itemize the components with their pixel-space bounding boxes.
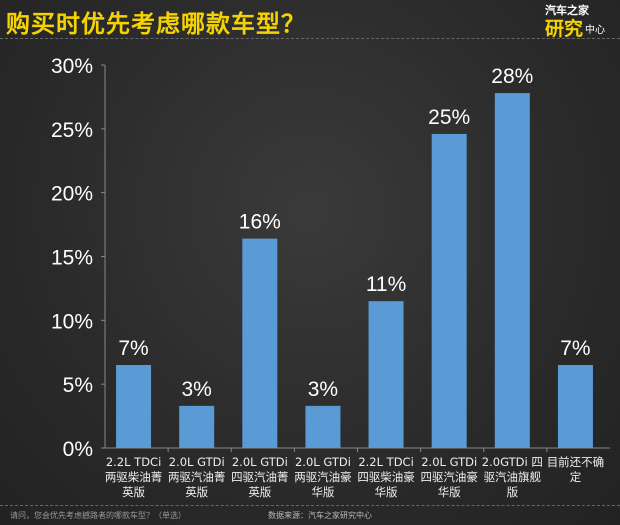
bar	[116, 365, 152, 448]
y-tick-label: 30%	[51, 55, 93, 78]
x-tick-label: 华版	[375, 485, 398, 499]
x-tick-label: 四驱柴油豪	[357, 470, 415, 484]
data-label: 3%	[308, 378, 338, 401]
y-tick-label: 10%	[51, 310, 93, 333]
bar	[305, 405, 341, 448]
data-label: 7%	[118, 337, 148, 360]
logo-line2: 研究	[545, 18, 584, 40]
bar	[368, 301, 404, 448]
x-tick-label: 英版	[185, 485, 208, 499]
bar-chart: 0%5%10%15%20%25%30%7%2.2L TDCi两驱柴油菁英版3%2…	[51, 55, 610, 499]
divider-bottom	[0, 505, 620, 506]
x-tick-label: 2.0L GTDi	[295, 455, 351, 469]
divider-top	[0, 38, 620, 39]
x-tick-label: 两驱汽油菁	[168, 470, 226, 484]
x-tick-label: 2.2L TDCi	[358, 455, 413, 469]
footer-question: 请问，您会优先考虑撼路者的哪款车型？（单选）	[10, 511, 186, 520]
logo-line1: 汽车之家	[545, 4, 589, 17]
y-tick-label: 15%	[51, 247, 93, 270]
x-tick-label: 华版	[311, 485, 334, 499]
x-tick-label: 2.0GTDi 四	[482, 455, 543, 469]
x-tick-label: 四驱汽油豪	[420, 470, 478, 484]
x-tick-label: 2.0L GTDi	[169, 455, 225, 469]
chart-title: 购买时优先考虑哪款车型？	[6, 10, 306, 38]
x-tick-label: 2.0L GTDi	[421, 455, 477, 469]
x-tick-label: 目前还不确	[547, 455, 605, 469]
logo-line3: 中心	[585, 25, 605, 36]
data-label: 7%	[560, 337, 590, 360]
bar	[242, 238, 278, 448]
x-tick-label: 2.2L TDCi	[106, 455, 161, 469]
x-tick-label: 英版	[122, 485, 145, 499]
x-tick-label: 定	[570, 470, 582, 484]
y-tick-label: 0%	[63, 438, 93, 461]
logo: 汽车之家 研究 中心	[545, 2, 617, 40]
x-tick-label: 两驱汽油豪	[294, 470, 352, 484]
x-tick-label: 2.0L GTDi	[232, 455, 288, 469]
bar	[494, 93, 530, 448]
x-tick-label: 四驱汽油菁	[231, 470, 289, 484]
bar	[557, 365, 593, 448]
footer-source: 数据来源：汽车之家研究中心	[268, 511, 372, 520]
data-label: 3%	[182, 378, 212, 401]
x-tick-label: 版	[507, 485, 519, 499]
data-label: 28%	[491, 65, 533, 88]
bar	[179, 405, 215, 448]
x-tick-label: 驱汽油旗舰	[484, 470, 542, 484]
y-tick-label: 5%	[63, 374, 93, 397]
x-tick-label: 华版	[438, 485, 461, 499]
data-label: 16%	[239, 211, 281, 234]
y-tick-label: 25%	[51, 119, 93, 142]
bar	[431, 133, 467, 448]
x-tick-label: 两驱柴油菁	[105, 470, 163, 484]
y-tick-label: 20%	[51, 183, 93, 206]
x-tick-label: 英版	[248, 485, 271, 499]
data-label: 25%	[428, 106, 470, 129]
data-label: 11%	[366, 273, 406, 296]
